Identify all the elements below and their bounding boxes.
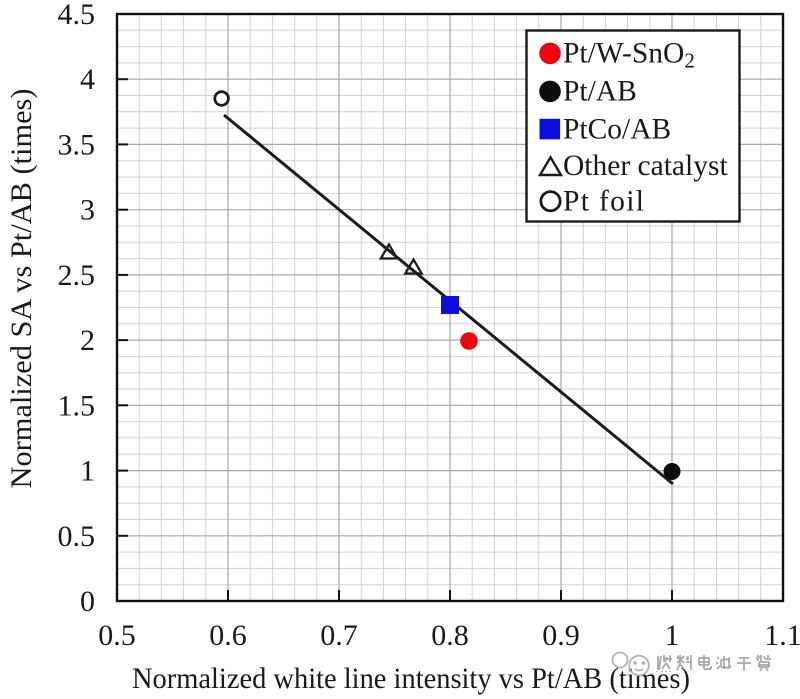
svg-text:Pt foil: Pt foil — [563, 186, 644, 218]
svg-text:1.5: 1.5 — [58, 389, 96, 422]
svg-text:1: 1 — [665, 619, 680, 652]
svg-text:Normalized white line intensit: Normalized white line intensity vs Pt/AB… — [132, 662, 690, 695]
svg-text:Other catalyst: Other catalyst — [563, 150, 728, 182]
svg-text:Pt/AB: Pt/AB — [563, 76, 637, 108]
svg-text:2.5: 2.5 — [58, 259, 96, 292]
svg-text:Pt/W-SnO2: Pt/W-SnO2 — [563, 38, 695, 73]
svg-text:2: 2 — [80, 324, 95, 357]
svg-text:0.9: 0.9 — [542, 619, 580, 652]
svg-text:4: 4 — [80, 63, 95, 96]
svg-text:1: 1 — [80, 455, 95, 488]
svg-text:0.6: 0.6 — [209, 619, 247, 652]
svg-text:0: 0 — [80, 585, 95, 618]
svg-text:3: 3 — [80, 194, 95, 227]
svg-text:4.5: 4.5 — [58, 0, 96, 31]
svg-text:Normalized SA vs Pt/AB (times): Normalized SA vs Pt/AB (times) — [5, 89, 38, 489]
svg-text:3.5: 3.5 — [58, 128, 96, 161]
svg-text:0.8: 0.8 — [431, 619, 469, 652]
svg-text:PtCo/AB: PtCo/AB — [563, 114, 671, 146]
svg-text:0.5: 0.5 — [98, 619, 136, 652]
svg-text:0.7: 0.7 — [320, 619, 358, 652]
svg-text:0.5: 0.5 — [58, 520, 96, 553]
svg-text:1.1: 1.1 — [764, 619, 800, 652]
